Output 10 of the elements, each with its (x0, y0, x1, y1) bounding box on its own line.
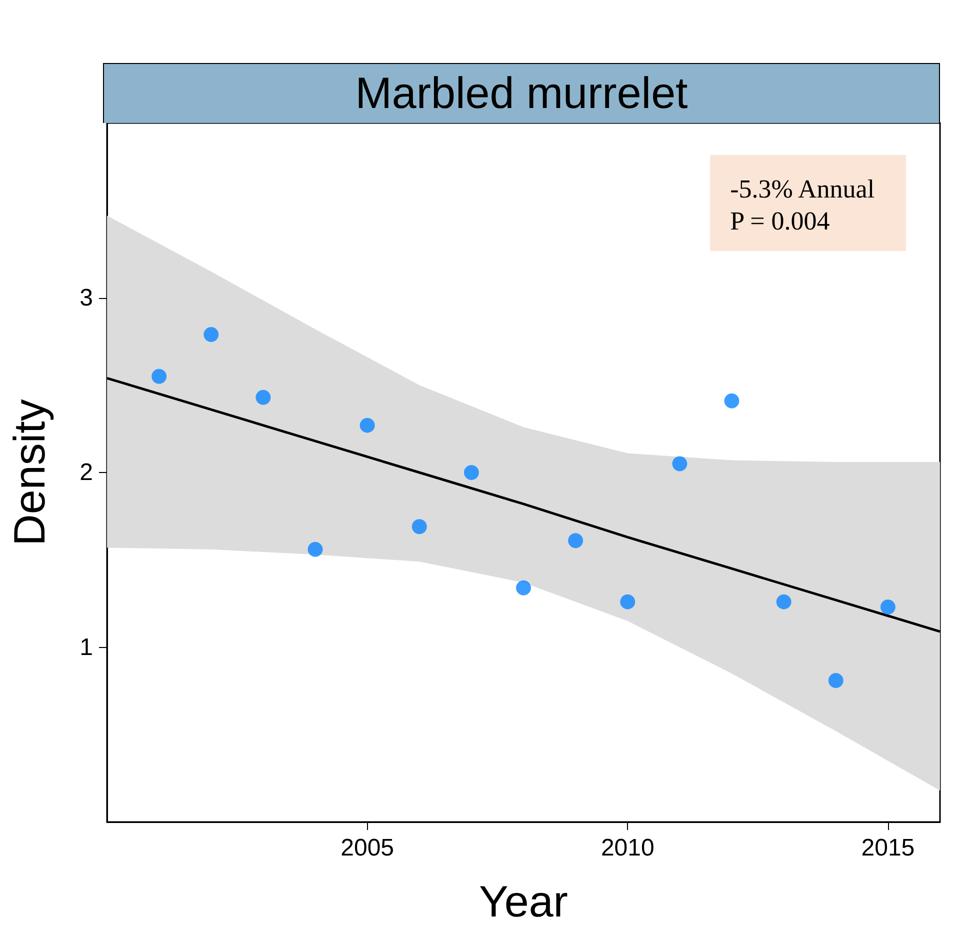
x-tick-label: 2015 (861, 834, 915, 862)
y-tick-label: 3 (80, 284, 93, 312)
y-axis-title: Density (6, 399, 54, 546)
x-axis-title: Year (479, 878, 568, 926)
chart-title: Marbled murrelet (355, 68, 688, 118)
x-tick-label: 2005 (340, 834, 394, 862)
x-tick-label: 2010 (600, 834, 654, 862)
y-tick-label: 1 (80, 634, 93, 661)
y-tick-label: 2 (80, 459, 93, 486)
annotation: -5.3% Annual P = 0.004 (730, 174, 875, 236)
